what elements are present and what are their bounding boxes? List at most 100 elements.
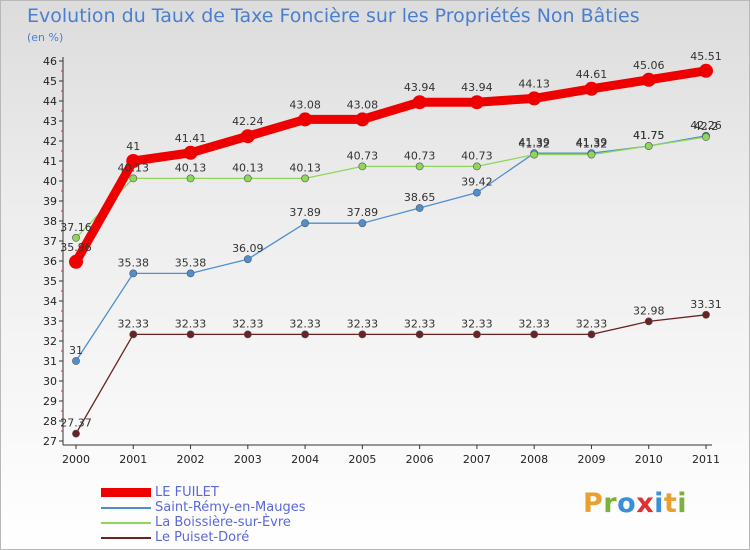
data-point-saint-remy-en-mauges: [129, 269, 138, 278]
y-tick-label: 35: [43, 275, 57, 288]
data-point-la-boissiere-sur-evre: [587, 150, 596, 159]
x-tick-label: 2008: [520, 453, 548, 466]
y-tick-label: 33: [43, 315, 57, 328]
logo-letter: t: [663, 488, 678, 519]
y-tick-label: 27: [43, 435, 57, 448]
chart-title: Evolution du Taux de Taxe Foncière sur l…: [27, 5, 640, 27]
y-tick-label: 36: [43, 255, 57, 268]
series-line-la-boissiere-sur-evre: [75, 136, 707, 239]
data-point-le-puiset-dore: [358, 330, 367, 339]
series-lines: [71, 66, 711, 435]
data-point-le-puiset-dore: [587, 330, 596, 339]
legend-label: Le Puiset-Doré: [155, 530, 250, 545]
data-labels: 27.37 32.33 32.33 32.33 32.33 32.33 32.33 32.33…: [60, 50, 722, 430]
x-tick-label: 2005: [348, 453, 376, 466]
logo-letter: x: [636, 488, 655, 519]
data-point-le-puiset-dore: [72, 429, 80, 438]
logo-letter: r: [603, 488, 618, 519]
data-point-la-boissiere-sur-evre: [644, 142, 653, 150]
data-label-le-puiset-dore: 32.33: [175, 317, 207, 330]
data-label-le-fuilet: 43.94: [461, 81, 493, 94]
data-point-la-boissiere-sur-evre: [301, 174, 309, 183]
legend-swatch-le-puiset-dore: [101, 537, 151, 539]
series-line-saint-remy-en-mauges: [75, 135, 707, 362]
logo-letter: i: [677, 488, 688, 519]
data-point-le-puiset-dore: [702, 310, 710, 319]
y-tick-label: 34: [43, 295, 57, 308]
data-point-le-fuilet: [355, 112, 370, 127]
data-label-la-boissiere-sur-evre: 41.32: [518, 138, 550, 151]
data-label-saint-remy-en-mauges: 38.65: [404, 191, 436, 204]
data-point-le-puiset-dore: [129, 330, 138, 339]
data-point-saint-remy-en-mauges: [243, 255, 252, 264]
data-point-saint-remy-en-mauges: [473, 188, 481, 197]
legend-swatch-le-fuilet: [101, 488, 151, 497]
data-label-le-puiset-dore: 32.98: [633, 304, 665, 317]
y-tick-label: 42: [43, 135, 57, 148]
legend-swatch-saint-remy-en-mauges: [101, 507, 151, 509]
data-label-saint-remy-en-mauges: 42.26: [690, 119, 722, 132]
data-label-saint-remy-en-mauges: 41.75: [633, 129, 665, 142]
data-label-la-boissiere-sur-evre: 40.13: [118, 161, 150, 174]
data-point-le-fuilet: [469, 95, 484, 110]
data-label-le-puiset-dore: 32.33: [118, 317, 150, 330]
data-point-le-fuilet: [527, 91, 542, 106]
data-label-la-boissiere-sur-evre: 41.75: [633, 129, 665, 142]
data-label-saint-remy-en-mauges: 37.89: [289, 206, 321, 219]
data-point-la-boissiere-sur-evre: [186, 174, 195, 183]
data-label-la-boissiere-sur-evre: 42.2: [694, 120, 719, 133]
data-point-le-puiset-dore: [243, 330, 252, 339]
data-point-saint-remy-en-mauges: [358, 219, 367, 228]
data-label-saint-remy-en-mauges: 37.89: [347, 206, 379, 219]
x-tick-label: 2001: [119, 453, 147, 466]
data-label-le-puiset-dore: 32.33: [518, 317, 550, 330]
data-label-la-boissiere-sur-evre: 40.13: [289, 161, 321, 174]
data-point-le-puiset-dore: [186, 330, 195, 339]
x-tick-label: 2002: [177, 453, 205, 466]
data-point-le-fuilet: [641, 72, 656, 87]
y-tick-label: 41: [43, 155, 57, 168]
data-point-le-puiset-dore: [530, 330, 539, 339]
data-label-le-fuilet: 43.08: [347, 98, 379, 111]
y-tick-label: 37: [43, 235, 57, 248]
y-tick-label: 44: [43, 95, 57, 108]
data-point-le-fuilet: [240, 129, 255, 144]
data-point-le-fuilet: [699, 63, 713, 78]
y-tick-label: 31: [43, 355, 57, 368]
data-label-la-boissiere-sur-evre: 40.13: [175, 161, 207, 174]
x-tick-label: 2007: [463, 453, 491, 466]
x-tick-label: 2000: [62, 453, 90, 466]
data-point-le-puiset-dore: [644, 317, 653, 326]
data-label-saint-remy-en-mauges: 35.38: [175, 256, 207, 269]
data-point-la-boissiere-sur-evre: [129, 174, 138, 183]
data-label-le-fuilet: 41: [126, 140, 140, 153]
data-label-le-puiset-dore: 32.33: [576, 317, 608, 330]
data-label-le-fuilet: 35.96: [60, 241, 92, 254]
data-label-le-puiset-dore: 27.37: [60, 417, 92, 430]
data-point-le-fuilet: [584, 81, 599, 96]
data-label-le-puiset-dore: 33.31: [690, 298, 722, 311]
data-point-la-boissiere-sur-evre: [415, 162, 424, 171]
x-tick-label: 2004: [291, 453, 319, 466]
legend-label: Saint-Rémy-en-Mauges: [155, 500, 306, 515]
data-point-le-fuilet: [69, 254, 83, 269]
proxiti-logo: Proxiti: [583, 488, 687, 519]
series-line-le-puiset-dore: [75, 314, 707, 435]
data-point-saint-remy-en-mauges: [186, 269, 195, 278]
logo-letter: o: [617, 488, 637, 519]
x-tick-label: 2011: [692, 453, 720, 466]
data-label-saint-remy-en-mauges: 36.09: [232, 242, 264, 255]
data-point-le-fuilet: [298, 112, 313, 127]
y-tick-label: 30: [43, 375, 57, 388]
data-point-le-puiset-dore: [301, 330, 309, 339]
data-label-le-puiset-dore: 32.33: [232, 317, 264, 330]
legend-label: LE FUILET: [155, 485, 219, 500]
data-label-saint-remy-en-mauges: 35.38: [118, 256, 150, 269]
data-label-le-fuilet: 41.41: [175, 132, 207, 145]
data-label-le-fuilet: 43.08: [289, 98, 321, 111]
y-tick-label: 28: [43, 415, 57, 428]
x-tick-label: 2009: [577, 453, 605, 466]
data-point-le-puiset-dore: [415, 330, 424, 339]
y-tick-label: 32: [43, 335, 57, 348]
ticks: 27 28 29 30 31 32 33 34 35 36 37 38 39 40 41 42 43 44 45 46…: [43, 55, 720, 466]
